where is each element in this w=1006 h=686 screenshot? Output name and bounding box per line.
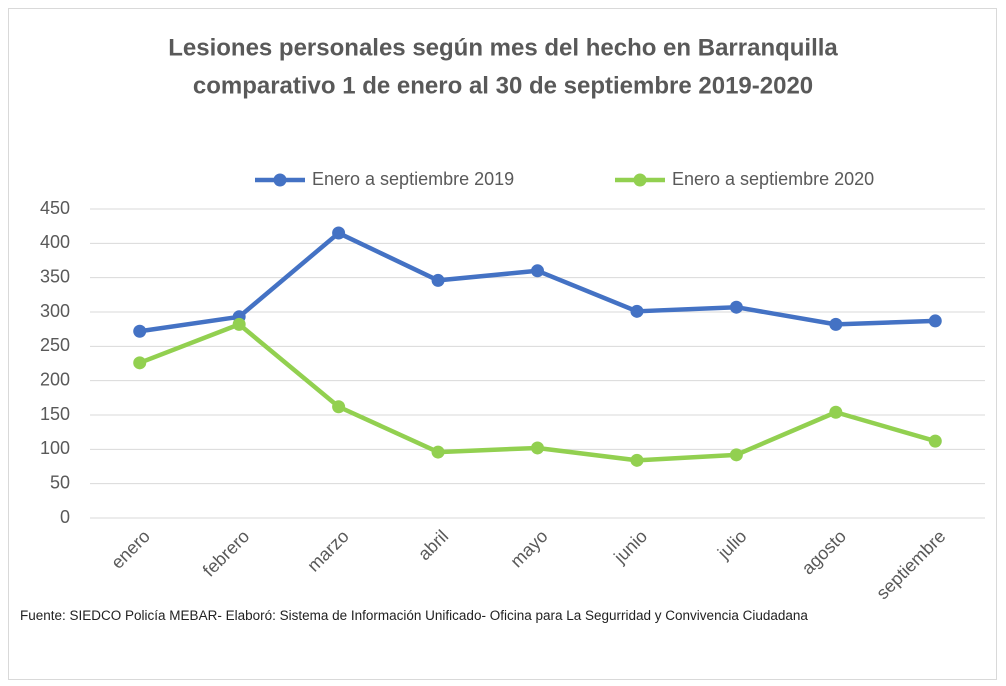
source-note: Fuente: SIEDCO Policía MEBAR- Elaboró: S… <box>20 608 808 623</box>
data-point <box>729 300 743 314</box>
data-point <box>133 324 147 338</box>
data-point <box>829 317 843 331</box>
data-point <box>232 317 246 331</box>
data-point <box>630 453 644 467</box>
data-point <box>531 264 544 278</box>
y-tick-label: 350 <box>40 266 70 286</box>
y-tick-label: 50 <box>50 472 70 492</box>
data-point <box>630 304 644 318</box>
data-point <box>431 273 445 287</box>
chart-frame <box>8 8 997 680</box>
y-tick-label: 150 <box>40 404 70 424</box>
legend-label: Enero a septiembre 2019 <box>312 169 514 189</box>
chart-title: comparativo 1 de enero al 30 de septiemb… <box>193 72 813 99</box>
data-point <box>928 434 942 448</box>
y-tick-label: 200 <box>40 369 70 389</box>
data-point <box>332 400 346 414</box>
y-tick-label: 100 <box>40 438 70 458</box>
legend-label: Enero a septiembre 2020 <box>672 169 874 189</box>
legend-marker <box>633 173 647 187</box>
y-tick-label: 450 <box>40 198 70 218</box>
data-point <box>431 445 445 459</box>
y-tick-label: 400 <box>40 232 70 252</box>
data-point <box>928 314 942 328</box>
chart-title: Lesiones personales según mes del hecho … <box>168 34 838 61</box>
data-point <box>133 356 147 370</box>
data-point <box>531 441 544 455</box>
y-tick-label: 250 <box>40 335 70 355</box>
y-tick-label: 300 <box>40 301 70 321</box>
y-tick-label: 0 <box>60 507 70 527</box>
data-point <box>729 448 743 462</box>
data-point <box>332 226 346 240</box>
legend-marker <box>273 173 287 187</box>
data-point <box>829 405 843 419</box>
